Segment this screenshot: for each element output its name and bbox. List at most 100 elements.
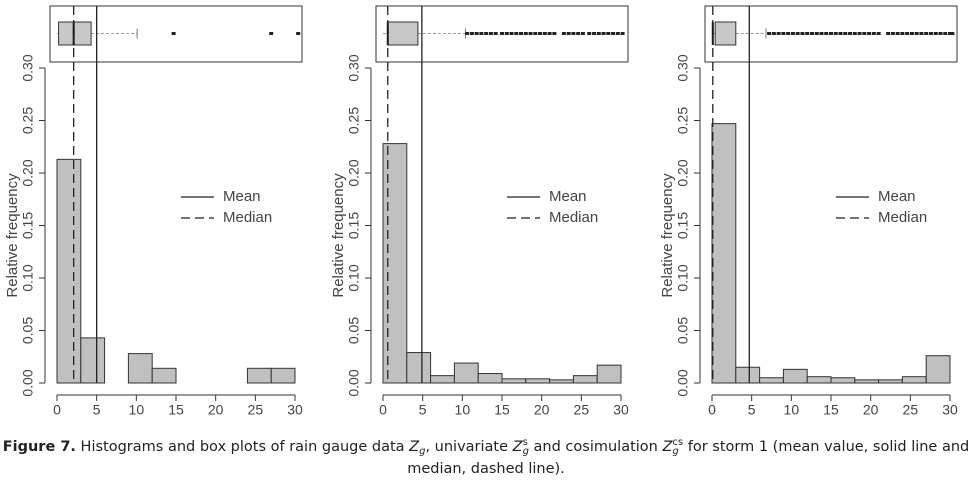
outlier [900, 32, 905, 35]
outlier [580, 32, 585, 35]
outlier [488, 32, 493, 35]
y-tick-label: 0.30 [346, 54, 362, 81]
y-tick-label: 0.10 [20, 264, 36, 291]
x-tick-label: 0 [53, 402, 61, 418]
y-tick-label: 0.25 [346, 107, 362, 134]
subscript: g [419, 446, 426, 457]
outlier [571, 32, 576, 35]
outlier [948, 32, 952, 35]
caption-text: Z [512, 439, 523, 455]
outlier [620, 32, 625, 35]
outlier [615, 32, 620, 35]
legend-label: Mean [549, 188, 587, 205]
y-tick-label: 0.20 [20, 159, 36, 186]
outlier [474, 32, 479, 35]
histogram-bar [925, 355, 951, 384]
y-tick-label: 0.10 [675, 264, 691, 291]
boxplot-frame [704, 5, 958, 63]
y-tick-label: 0.15 [675, 212, 691, 239]
histogram-bar [878, 379, 903, 384]
legend-label: Median [223, 209, 272, 226]
y-tick-label: 0.30 [20, 54, 36, 81]
outlier [469, 32, 474, 35]
y-tick-label: 0.00 [346, 369, 362, 396]
outlier [876, 32, 881, 35]
box [58, 21, 92, 46]
outlier [905, 32, 910, 35]
x-tick-label: 25 [248, 402, 264, 418]
legend-label: Mean [878, 188, 916, 205]
figure: 0.00 0.05 0.10 0.15 0.20 0.25 0.30 Relative fre… [4, 5, 958, 418]
outlier [924, 32, 929, 35]
caption-text: , univariate [425, 439, 513, 455]
outlier [857, 32, 862, 35]
outlier [833, 32, 838, 35]
outlier [919, 32, 924, 35]
histogram-bar [127, 353, 153, 384]
outlier [479, 32, 484, 35]
outlier [814, 32, 819, 35]
x-tick-label: 15 [823, 402, 839, 418]
outlier [790, 32, 795, 35]
x-tick-label: 5 [419, 402, 427, 418]
histogram-bar [759, 377, 784, 384]
histogram-bar [80, 337, 106, 384]
x-tick-label: 10 [784, 402, 800, 418]
legend-label: Median [549, 209, 598, 226]
outlier [592, 32, 597, 35]
y-tick-label: 0.05 [346, 317, 362, 344]
outlier [533, 32, 538, 35]
subscript: g [522, 446, 529, 457]
superscript: s [522, 437, 528, 448]
x-tick-label: 20 [534, 402, 550, 418]
x-tick-label: 25 [903, 402, 919, 418]
x-tick-label: 10 [455, 402, 471, 418]
outlier [890, 32, 895, 35]
outlier [504, 32, 509, 35]
outlier [484, 32, 489, 35]
outlier [950, 32, 955, 35]
histogram-bar [572, 375, 598, 384]
outlier [776, 32, 781, 35]
outlier [171, 32, 176, 35]
y-tick-label: 0.25 [20, 107, 36, 134]
caption: Figure 7. Histograms and box plots of ra… [0, 436, 972, 480]
outlier [771, 32, 776, 35]
y-tick-label: 0.30 [675, 54, 691, 81]
outlier [867, 32, 872, 35]
histogram-bar [56, 158, 82, 384]
y-axis-label: Relative frequency [659, 173, 676, 298]
x-tick-label: 0 [379, 402, 387, 418]
histogram-bar [901, 376, 927, 384]
histogram-bar [151, 367, 177, 384]
outlier [509, 32, 514, 35]
outlier [606, 32, 611, 35]
outlier [566, 32, 571, 35]
outlier [538, 32, 543, 35]
y-tick-label: 0.10 [346, 264, 362, 291]
x-tick-label: 25 [574, 402, 590, 418]
outlier [838, 32, 843, 35]
histogram-bar [806, 376, 832, 384]
box [387, 21, 419, 46]
y-tick-label: 0.05 [675, 317, 691, 344]
outlier [269, 32, 274, 35]
outlier [601, 32, 606, 35]
box [714, 21, 737, 46]
caption-text: for storm 1 (mean value, solid line and … [407, 439, 970, 477]
x-tick-label: 5 [748, 402, 756, 418]
histogram-bar [382, 143, 408, 384]
y-tick-label: 0.00 [20, 369, 36, 396]
histogram-bar [711, 123, 737, 384]
outlier [547, 32, 552, 35]
histogram-bar [406, 352, 432, 384]
outlier [943, 32, 948, 35]
histogram-bar [430, 375, 455, 384]
caption-label: Figure 7. [2, 439, 76, 455]
histogram-bar [782, 368, 808, 384]
histogram-bar [477, 373, 503, 384]
caption-text: Histograms and box plots of rain gauge d… [75, 439, 410, 455]
outlier [542, 32, 547, 35]
outlier [928, 32, 933, 35]
